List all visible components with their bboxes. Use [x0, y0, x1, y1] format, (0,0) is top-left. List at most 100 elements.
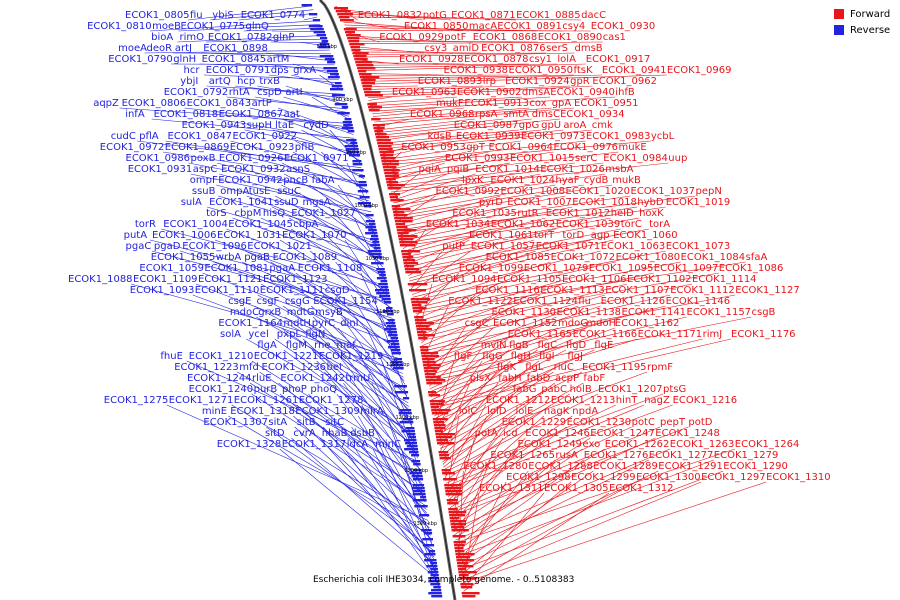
forward-feature: [423, 364, 441, 367]
label-connector: [378, 129, 454, 142]
forward-feature: [411, 301, 428, 304]
reverse-feature: [376, 292, 390, 295]
forward-feature: [348, 40, 360, 43]
forward-feature: [340, 19, 354, 22]
label-connector: [459, 470, 594, 565]
label-connector: [384, 140, 651, 166]
label-connector: [414, 261, 551, 306]
forward-feature: [454, 544, 465, 547]
forward-gene-label: ECOK1_0976: [554, 142, 619, 153]
forward-gene-label: ECOK1_0939: [456, 131, 521, 142]
forward-gene-label: ECOK1_1020: [566, 186, 631, 197]
forward-gene-label: ECOK1_1162: [615, 318, 680, 329]
reverse-feature: [367, 250, 382, 253]
forward-feature: [405, 271, 422, 274]
reverse-feature: [430, 574, 439, 577]
reverse-feature: [349, 154, 361, 157]
reverse-gene-label: msyB: [315, 307, 343, 318]
label-connector: [439, 371, 554, 444]
ruler-label: 1100 kbp: [376, 309, 400, 315]
forward-gene-label: ECOK1_1152: [493, 318, 558, 329]
forward-feature: [387, 187, 401, 190]
reverse-gene-label: ECOK1_0806: [122, 98, 187, 109]
forward-feature: [410, 298, 431, 301]
forward-gene-label: gpA: [552, 98, 572, 109]
label-connector: [392, 173, 476, 201]
label-connector: [283, 349, 417, 448]
label-connector: [429, 327, 559, 390]
label-connector: [432, 338, 732, 409]
forward-gene-label: msbA: [605, 164, 633, 175]
forward-gene-label: lolC: [459, 406, 478, 417]
reverse-feature: [384, 328, 397, 331]
forward-feature: [398, 238, 414, 241]
forward-gene-label: torT: [534, 230, 555, 241]
genome-backbone-arc-inner: [319, 0, 456, 600]
reverse-gene-label: minC: [375, 439, 401, 450]
reverse-feature: [312, 19, 321, 22]
forward-gene-label: ECOK1_1116: [475, 285, 540, 296]
forward-gene-label: hoxK: [639, 208, 664, 219]
label-connector: [210, 9, 314, 21]
label-connector: [451, 426, 689, 517]
reverse-gene-label: ECOK1_0792: [164, 87, 229, 98]
reverse-feature: [409, 451, 419, 454]
forward-gene-label: potC: [632, 417, 655, 428]
forward-gene-label: ECOK1_1107: [605, 285, 670, 296]
forward-feature: [392, 208, 411, 211]
forward-gene-label: ECOK1_1279: [714, 450, 779, 461]
forward-gene-label: ECOK1_1062: [491, 219, 556, 230]
forward-gene-label: cmk: [592, 120, 613, 131]
legend-label-forward: Forward: [850, 8, 891, 20]
reverse-gene-label: ECOK1_0931: [128, 164, 193, 175]
reverse-feature: [370, 238, 379, 241]
forward-gene-label: ECOK1_1311: [479, 483, 544, 494]
forward-gene-label: ECOK1_1249: [518, 439, 583, 450]
label-connector: [447, 415, 488, 495]
reverse-gene-label: ltaE: [275, 120, 294, 131]
reverse-feature: [352, 160, 362, 163]
forward-feature: [422, 358, 435, 361]
forward-feature: [444, 484, 462, 487]
forward-gene-label: ECOK1_0913: [464, 98, 529, 109]
reverse-feature: [406, 445, 418, 448]
label-connector: [278, 382, 425, 496]
reverse-gene-label: pncB: [283, 175, 308, 186]
label-connector: [422, 294, 606, 349]
forward-feature: [462, 595, 476, 598]
reverse-feature: [414, 505, 428, 508]
label-connector: [203, 74, 339, 80]
label-connector: [274, 195, 379, 249]
label-connector: [119, 107, 351, 124]
reverse-gene-label: ECOK1_1242: [280, 373, 345, 384]
label-connector: [281, 184, 376, 231]
reverse-gene-label: mfd: [239, 362, 259, 373]
label-connector: [457, 459, 649, 554]
label-connector: [389, 162, 575, 187]
reverse-gene-label: ECOK1_1261: [234, 395, 299, 406]
reverse-feature: [309, 13, 318, 16]
forward-gene-label: ECOK1_1171: [638, 329, 703, 340]
label-connector: [368, 96, 392, 101]
forward-feature: [431, 412, 449, 415]
label-connector: [390, 162, 604, 190]
reverse-gene-label: ECOK1_0847: [168, 131, 233, 142]
forward-gene-label: ECOK1_1213: [551, 395, 616, 406]
label-connector: [190, 173, 372, 213]
reverse-gene-label: mdtG: [287, 307, 315, 318]
forward-feature: [364, 91, 381, 94]
forward-gene-label: ECOK1_1127: [735, 285, 800, 296]
reverse-gene-label: pgaA: [269, 263, 295, 274]
label-connector: [309, 327, 412, 422]
forward-feature: [382, 166, 397, 169]
forward-gene-label: ECOK1_1300: [636, 472, 701, 483]
forward-gene-label: flgC: [538, 340, 558, 351]
forward-gene-label: torD: [562, 230, 584, 241]
forward-feature: [447, 502, 459, 505]
reverse-feature: [319, 43, 330, 46]
forward-feature: [444, 487, 461, 490]
reverse-gene-label: ECOK1_1089: [273, 252, 338, 263]
forward-feature: [375, 136, 390, 139]
forward-gene-label: gpG: [519, 120, 539, 131]
reverse-gene-label: ECOK1_1021: [247, 241, 312, 252]
